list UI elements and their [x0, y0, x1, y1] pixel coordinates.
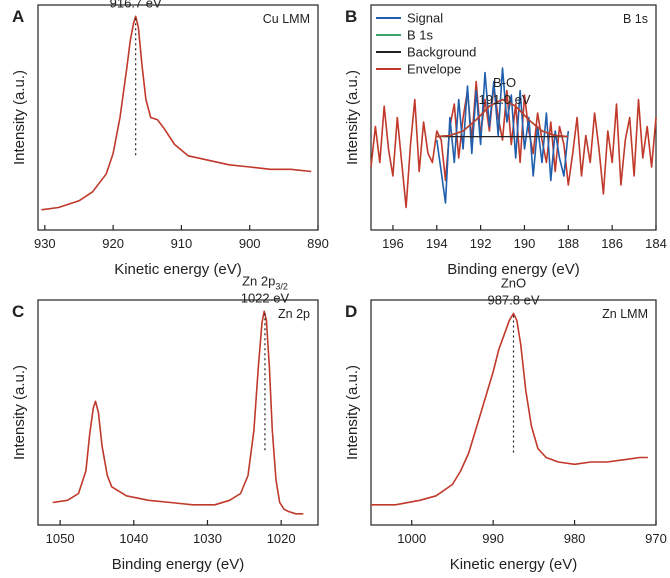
peak-species-label: Zn 2p3/2 [242, 273, 288, 291]
panel-c: C 1050 1040 1030 1020 Binding energy (eV) Inte… [11, 273, 319, 573]
peak-species-text: Zn 2p [242, 273, 275, 288]
peak-value-label: 916.7 eV [110, 0, 162, 10]
x-tick-label: 910 [171, 236, 193, 251]
panel-d: D 1000 990 980 970 Kinetic energy (eV) Intensi… [344, 276, 667, 574]
y-axis-title: Intensity (a.u.) [344, 70, 361, 165]
legend-label: B 1s [407, 28, 434, 43]
x-axis-title: Binding energy (eV) [447, 261, 580, 278]
x-axis-title: Binding energy (eV) [112, 556, 245, 573]
panel-b: B 196 194 192 190 188 186 184 Binding energy (eV… [344, 4, 667, 278]
x-tick-label: 1000 [397, 531, 426, 546]
peak-value-label: 191.0 eV [479, 92, 531, 107]
x-tick-label: 930 [34, 236, 56, 251]
x-tick-label: 1030 [193, 531, 222, 546]
x-tick-label: 980 [564, 531, 586, 546]
x-tick-label: 190 [514, 236, 536, 251]
x-axis-title: Kinetic energy (eV) [450, 556, 578, 573]
panel-letter: D [345, 302, 357, 321]
y-axis-title: Intensity (a.u.) [11, 365, 28, 460]
y-axis-title: Intensity (a.u.) [11, 70, 28, 165]
series-line-0 [41, 15, 312, 211]
peak-species-subscript: 3/2 [275, 281, 288, 291]
corner-label: Zn 2p [278, 307, 310, 321]
peak-value-label: 1022 eV [241, 290, 290, 305]
x-tick-label: 184 [645, 236, 667, 251]
x-tick-label: 920 [102, 236, 124, 251]
x-tick-label: 1020 [267, 531, 296, 546]
plot-frame [37, 4, 319, 231]
corner-label: B 1s [623, 12, 648, 26]
legend-label: Envelope [407, 62, 461, 77]
peak-species-text: ZnO [501, 276, 526, 291]
series-line-0 [371, 312, 648, 506]
legend: Signal B 1s Background Envelope [376, 11, 476, 77]
corner-label: Zn LMM [602, 307, 648, 321]
legend-label: Signal [407, 11, 443, 26]
panel-letter: A [12, 7, 24, 26]
x-tick-label: 890 [307, 236, 329, 251]
x-tick-label: 186 [601, 236, 623, 251]
plot-frame [370, 299, 657, 526]
peak-species-label: ZnO [501, 276, 526, 291]
peak-species-label: B-O [493, 75, 516, 90]
x-tick-label: 1040 [119, 531, 148, 546]
panel-letter: C [12, 302, 24, 321]
peak-value-label: 987.8 eV [487, 293, 539, 308]
plot-frame [37, 299, 319, 526]
x-tick-label: 900 [239, 236, 261, 251]
x-tick-label: 990 [482, 531, 504, 546]
x-tick-label: 1050 [46, 531, 75, 546]
series-line-envelope [436, 98, 569, 138]
series-line-0 [52, 310, 304, 515]
panel-a: A 930 920 910 900 890 Kinetic energy (eV) Inten… [11, 0, 329, 278]
x-tick-label: 196 [382, 236, 404, 251]
series-line-signal [436, 67, 570, 204]
x-tick-label: 970 [645, 531, 667, 546]
panel-letter: B [345, 7, 357, 26]
x-tick-label: 192 [470, 236, 492, 251]
x-tick-label: 188 [557, 236, 579, 251]
legend-label: Background [407, 45, 476, 60]
corner-label: Cu LMM [263, 12, 310, 26]
x-axis-title: Kinetic energy (eV) [114, 261, 242, 278]
x-tick-label: 194 [426, 236, 448, 251]
y-axis-title: Intensity (a.u.) [344, 365, 361, 460]
